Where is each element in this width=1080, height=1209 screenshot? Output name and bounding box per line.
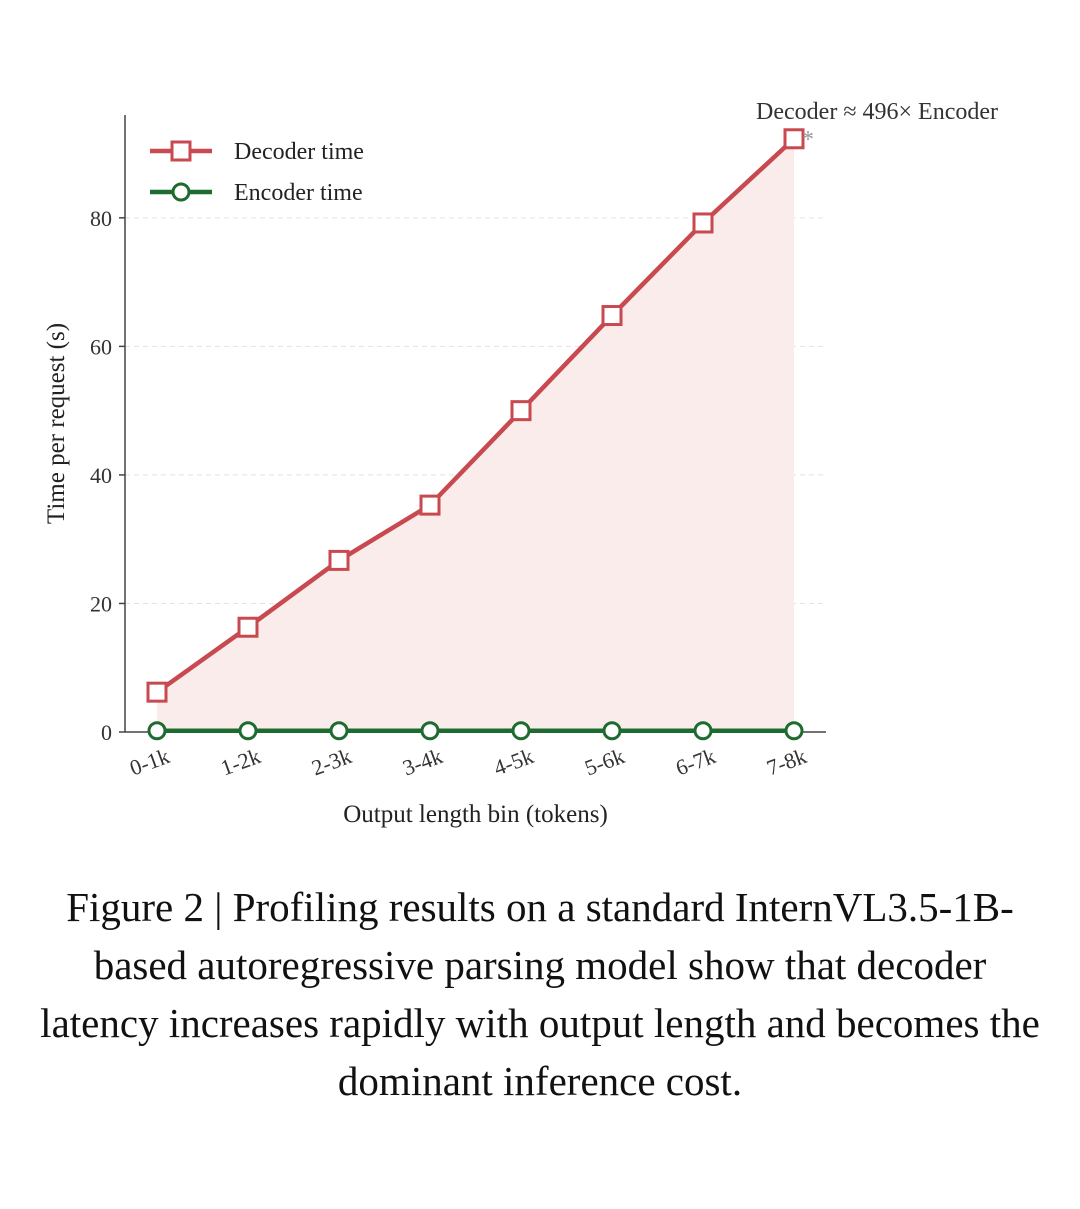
x-tick-label: 1-2k — [217, 743, 263, 780]
y-tick-label: 60 — [90, 334, 112, 359]
decoder-point — [783, 128, 805, 150]
x-tick-label: 0-1k — [126, 743, 172, 780]
y-tick-label: 0 — [101, 720, 112, 745]
x-tick-label: 3-4k — [399, 743, 445, 780]
decoder-point — [692, 212, 714, 234]
encoder-point — [329, 721, 349, 741]
encoder-point — [511, 721, 531, 741]
encoder-point — [147, 721, 167, 741]
decoder-point — [328, 549, 350, 571]
x-tick-label: 4-5k — [490, 743, 536, 780]
encoder-point — [238, 721, 258, 741]
y-axis-title: Time per request (s) — [43, 323, 70, 524]
legend-label: Decoder time — [234, 139, 364, 165]
encoder-point — [420, 721, 440, 741]
annotation-text: Decoder ≈ 496× Encoder — [756, 99, 998, 125]
x-tick-label: 2-3k — [308, 743, 354, 780]
y-tick-label: 20 — [90, 591, 112, 616]
y-tick-label: 80 — [90, 206, 112, 231]
figure-caption: Figure 2 | Profiling results on a standa… — [40, 884, 1040, 1104]
encoder-point — [602, 721, 622, 741]
decoder-point — [419, 494, 441, 516]
series — [146, 128, 805, 741]
legend-marker-square — [170, 140, 192, 162]
legend-marker-circle — [171, 182, 191, 202]
decoder-point — [601, 305, 623, 327]
chart-svg: 0 20 40 60 80 0-1k 1-2k 2-3k 3-4k 4-5k 5-6k 6-7k 7-8… — [43, 99, 998, 828]
annotation-marker: * — [802, 127, 814, 153]
encoder-point — [784, 721, 804, 741]
chart: 0 20 40 60 80 0-1k 1-2k 2-3k 3-4k 4-5k 5-6k 6-7k 7-8… — [43, 99, 998, 828]
x-tick-label: 5-6k — [581, 743, 627, 780]
decoder-point — [510, 400, 532, 422]
y-tick-label: 40 — [90, 463, 112, 488]
decoder-point — [146, 681, 168, 703]
legend-label: Encoder time — [234, 180, 363, 206]
encoder-point — [693, 721, 713, 741]
decoder-area-fill — [157, 138, 794, 732]
legend: Decoder time Encoder time — [150, 139, 364, 206]
x-axis-title: Output length bin (tokens) — [343, 801, 608, 828]
x-tick-label: 6-7k — [672, 743, 718, 780]
x-tick-label: 7-8k — [763, 743, 809, 780]
annotation: Decoder ≈ 496× Encoder* — [756, 99, 998, 153]
decoder-point — [237, 616, 259, 638]
decoder-line — [154, 136, 797, 695]
